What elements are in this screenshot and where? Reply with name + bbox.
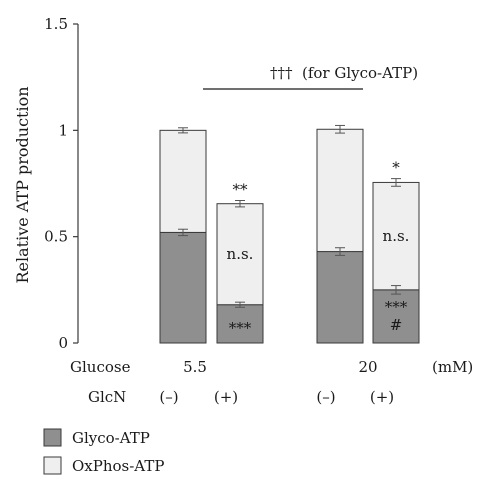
legend-label-glyco: Glyco-ATP: [72, 429, 150, 447]
legend-swatch-oxphos: [43, 456, 62, 475]
legend-swatch-glyco: [43, 428, 62, 447]
glucose-value: 20: [358, 358, 377, 376]
significance-mark-top: **: [233, 181, 249, 199]
bar-glyco-atp: [216, 304, 264, 344]
glucose-unit: (mM): [432, 358, 473, 376]
bars: [159, 128, 420, 344]
error-bars: [178, 124, 401, 308]
bar-glyco-atp: [316, 251, 364, 344]
legend: Glyco-ATP OxPhos-ATP: [43, 428, 164, 475]
condition-rows: Glucose (mM) GlcN 5.5 20 (–) (+) (–) (+): [70, 358, 473, 406]
glcn-row-label: GlcN: [88, 388, 126, 406]
significance-mark-top: *: [392, 159, 400, 177]
y-ticks: 0 0.5 1 1.5: [44, 15, 78, 352]
significance-mark-oxphos: n.s.: [227, 245, 254, 263]
y-tick-label: 0.5: [44, 228, 68, 246]
bar-oxphos-atp: [316, 128, 364, 253]
bar-glyco-atp: [159, 231, 207, 344]
glcn-value: (–): [159, 388, 178, 406]
glucose-value: 5.5: [183, 358, 207, 376]
glcn-value: (+): [214, 388, 238, 406]
y-tick-label: 0: [58, 334, 68, 352]
y-tick-label: 1.5: [44, 15, 68, 33]
significance-marks: **n.s.****n.s.***#: [227, 159, 410, 337]
glucose-row-label: Glucose: [70, 358, 131, 376]
significance-mark-glyco-secondary: #: [390, 316, 403, 334]
glcn-value: (–): [316, 388, 335, 406]
significance-mark-oxphos: n.s.: [383, 227, 410, 245]
significance-bracket-label: ††† (for Glyco-ATP): [270, 64, 418, 82]
y-tick-label: 1: [58, 121, 68, 139]
bar-oxphos-atp: [159, 129, 207, 233]
y-axis-title: Relative ATP production: [13, 86, 32, 283]
glcn-value: (+): [370, 388, 394, 406]
legend-label-oxphos: OxPhos-ATP: [72, 457, 164, 475]
significance-mark-glyco: ***: [385, 298, 408, 316]
significance-mark-glyco: ***: [229, 319, 252, 337]
